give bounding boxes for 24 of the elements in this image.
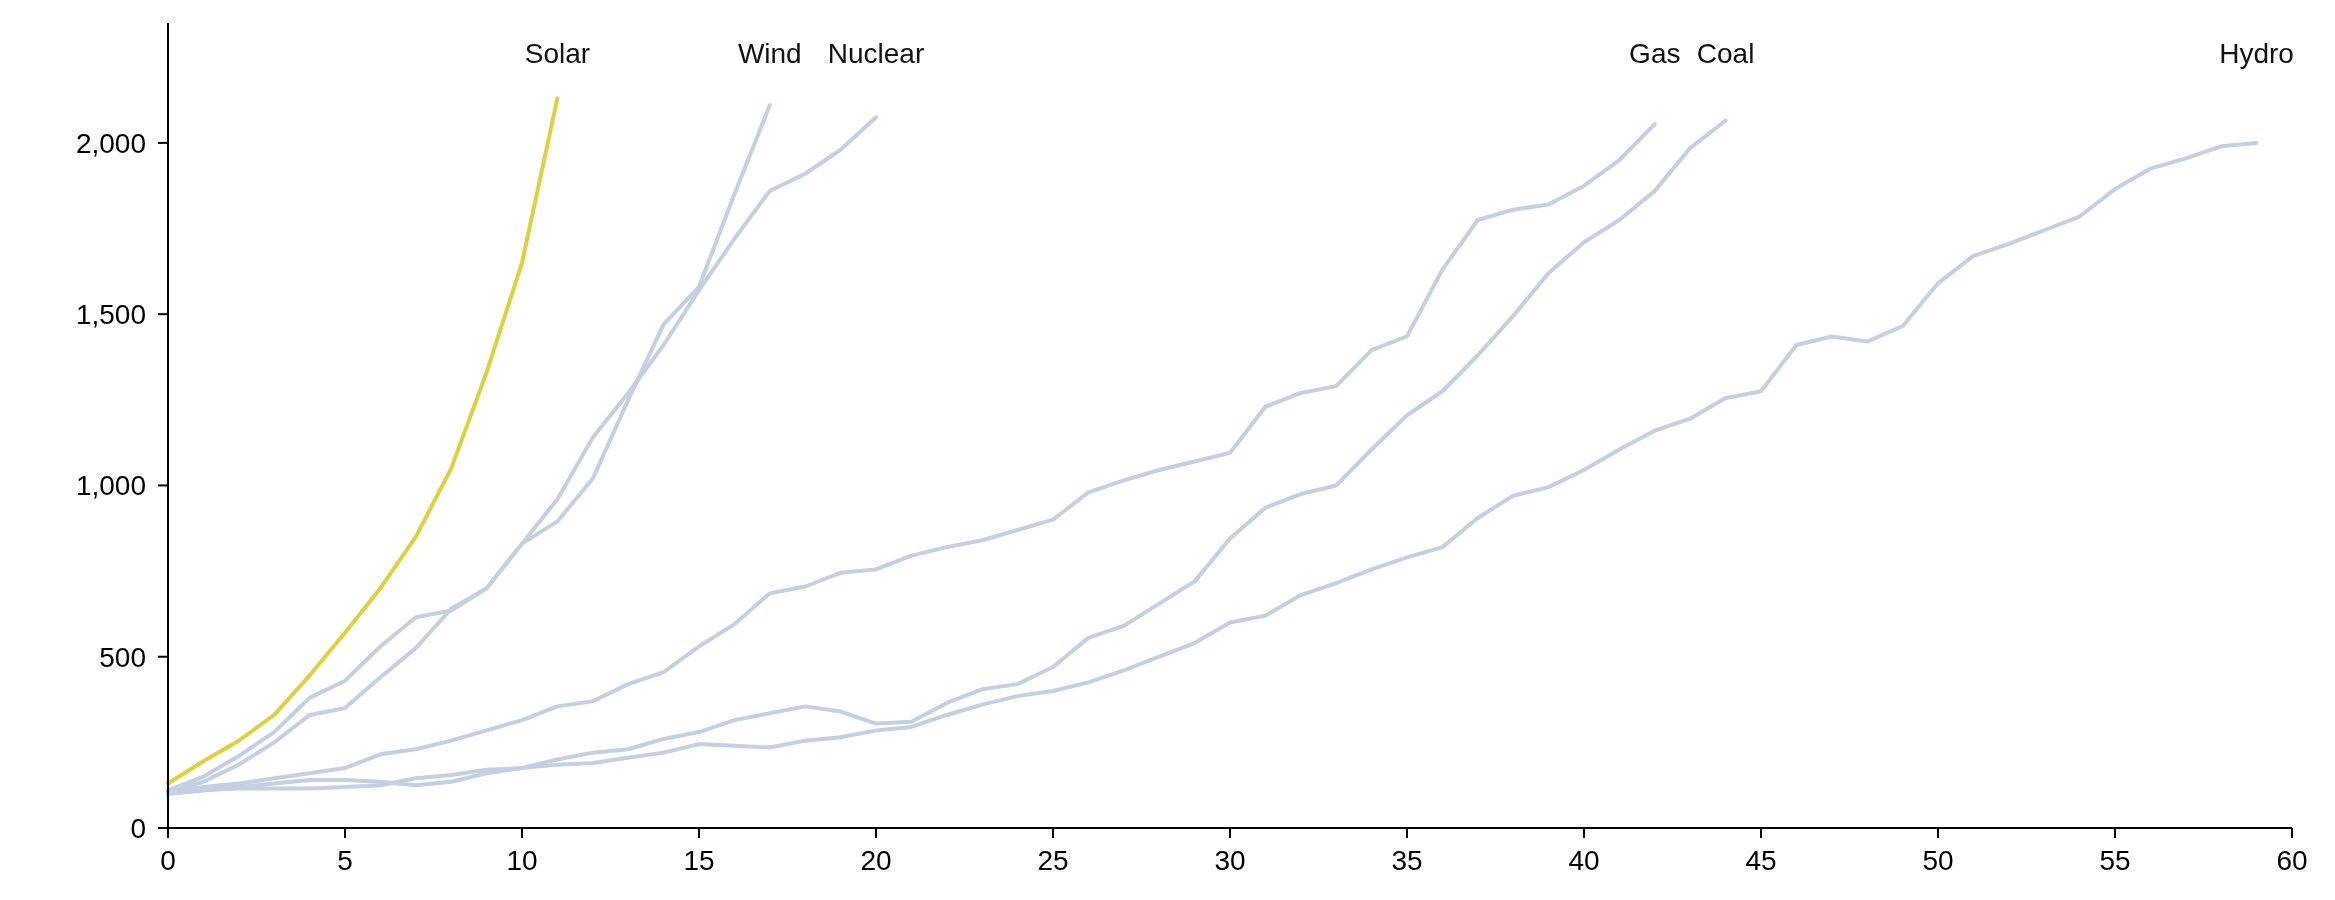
y-tick-label: 0 [130, 813, 146, 844]
series-label: Solar [524, 38, 591, 69]
text: Nuclear [827, 38, 925, 69]
text: Hydro [2219, 38, 2294, 69]
x-tick-label: 50 [1922, 845, 1954, 876]
x-tick-label: 45 [1745, 845, 1777, 876]
text: Coal [1696, 38, 1755, 69]
x-tick-label: 10 [506, 845, 538, 876]
x-tick-label: 35 [1391, 845, 1423, 876]
x-tick-label: 55 [2099, 845, 2131, 876]
x-tick-label: 5 [337, 845, 353, 876]
x-tick-label: 25 [1037, 845, 1069, 876]
x-tick-label: 40 [1568, 845, 1600, 876]
y-tick-label: 500 [99, 641, 146, 673]
x-tick-label: 30 [1214, 845, 1246, 876]
y-tick-label: 1,000 [75, 470, 146, 502]
x-tick-label: 60 [2276, 845, 2308, 876]
y-tick-label: 2,000 [75, 127, 146, 159]
x-tick-label: 15 [683, 845, 715, 876]
x-tick-label: 0 [160, 845, 176, 876]
x-tick-label: 20 [860, 845, 892, 876]
text: Gas [1629, 38, 1681, 69]
y-tick-label: 1,500 [75, 299, 146, 331]
series-label: Wind [737, 38, 802, 69]
